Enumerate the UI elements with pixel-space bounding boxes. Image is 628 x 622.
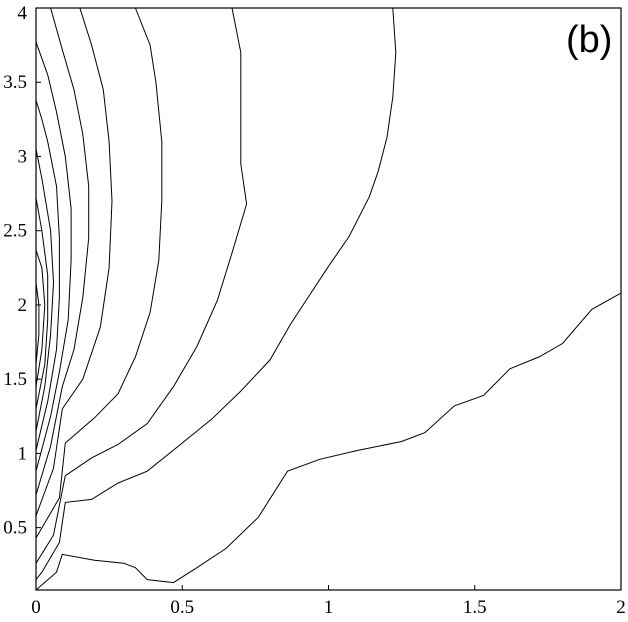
x-tick-label: 2 (616, 597, 626, 618)
y-tick-label: 4 (18, 3, 28, 24)
contour-line-11 (35, 249, 46, 387)
contour-line-12 (35, 282, 40, 365)
contour-line-4 (35, 7, 163, 539)
x-tick-label: 0 (31, 597, 41, 618)
y-tick-label: 0.5 (3, 518, 27, 539)
y-tick-label: 2 (18, 295, 28, 316)
contour-line-5 (35, 7, 113, 516)
x-tick-label: 1 (324, 597, 334, 618)
x-tick-label: 1.5 (463, 597, 487, 618)
y-tick-label: 3 (18, 146, 28, 167)
panel-label: (b) (566, 19, 612, 61)
plot-frame (35, 7, 622, 591)
y-tick-label: 1 (18, 443, 28, 464)
contour-line-9 (35, 148, 55, 432)
x-tick-label: 0.5 (170, 597, 194, 618)
contour-line-3 (35, 7, 248, 564)
contour-line-2 (35, 7, 397, 580)
contour-line-8 (35, 99, 60, 451)
contour-line-10 (35, 197, 49, 409)
y-tick-label: 2.5 (3, 221, 27, 242)
y-axis: 0.5 1 1.5 2 2.5 3 3.5 4 (3, 3, 41, 539)
contour-line-6 (35, 7, 90, 496)
contour-line-7 (35, 41, 72, 472)
contour-line-1 (35, 292, 622, 591)
y-tick-label: 1.5 (3, 369, 27, 390)
x-axis: 0 0.5 1 1.5 2 (31, 585, 626, 618)
contour-lines (35, 7, 622, 591)
y-tick-label: 3.5 (3, 72, 27, 93)
